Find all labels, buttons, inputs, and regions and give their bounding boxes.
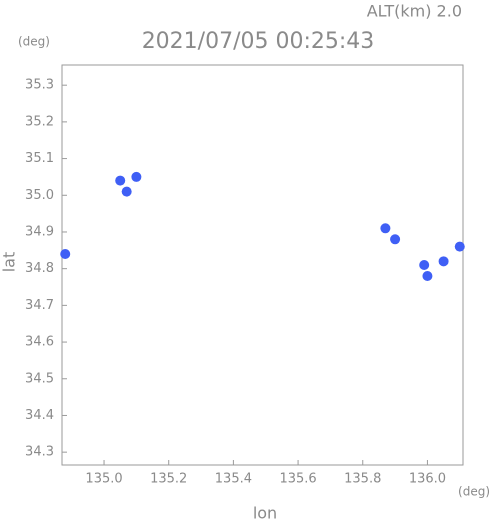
y-tick-label: 34.9 [25, 224, 54, 239]
x-tick-label: 135.8 [344, 472, 381, 487]
x-unit: (deg) [458, 485, 490, 499]
x-tick-label: 135.4 [215, 472, 252, 487]
x-tick-label: 135.6 [279, 472, 316, 487]
echo [115, 175, 126, 186]
x-tick-label: 135.0 [85, 472, 122, 487]
echo [454, 241, 465, 252]
y-tick-label: 34.5 [25, 371, 54, 386]
echo [60, 248, 71, 259]
y-axis-label: lat [0, 252, 19, 273]
x-axis-label: lon [253, 504, 277, 521]
echo [380, 223, 391, 234]
y-tick-label: 35.3 [25, 78, 54, 93]
echo [419, 260, 430, 270]
echo [121, 186, 132, 197]
echo [422, 271, 433, 282]
subtitle: ALT(km) 2.0 [367, 2, 462, 21]
y-tick-label: 34.3 [25, 445, 54, 460]
chart-title: 2021/07/05 00:25:43 [142, 29, 375, 54]
y-tick-label: 35.0 [25, 188, 54, 203]
echo [390, 234, 401, 245]
y-unit: (deg) [18, 35, 50, 49]
y-tick-label: 34.8 [25, 261, 54, 276]
echo [131, 171, 142, 182]
y-tick-label: 35.1 [25, 151, 54, 166]
y-tick-label: 34.7 [25, 298, 54, 313]
y-tick-label: 34.4 [25, 408, 54, 423]
plot-frame [61, 64, 464, 466]
x-tick-label: 135.2 [150, 472, 187, 487]
x-tick-label: 136.0 [409, 472, 446, 487]
echo [438, 256, 449, 267]
y-tick-label: 34.6 [25, 335, 54, 350]
y-tick-label: 35.2 [25, 114, 54, 129]
